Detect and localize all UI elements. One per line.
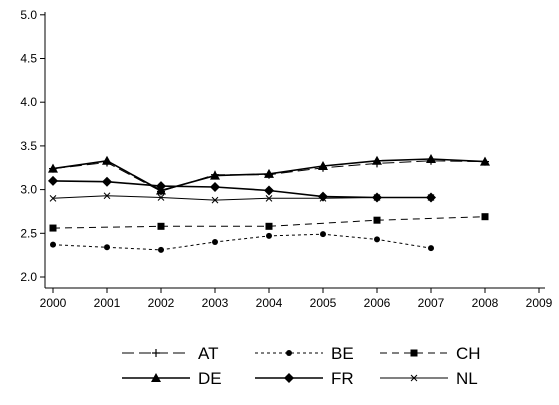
point-fr bbox=[210, 181, 220, 192]
point-be bbox=[320, 231, 326, 238]
point-ch bbox=[373, 216, 381, 224]
point-de bbox=[426, 154, 436, 164]
legend-item-be: BE bbox=[255, 344, 354, 363]
x-tick-label: 2005 bbox=[310, 296, 337, 310]
legend-label-at: AT bbox=[198, 344, 218, 363]
point-fr bbox=[102, 176, 112, 187]
y-tick-label: 5.0 bbox=[20, 8, 37, 22]
point-nl bbox=[373, 194, 381, 201]
point-de bbox=[318, 161, 328, 171]
point-nl bbox=[427, 194, 435, 201]
legend-label-fr: FR bbox=[331, 369, 354, 388]
series-layer bbox=[48, 154, 490, 253]
legend-marker-fr bbox=[284, 373, 294, 383]
point-de bbox=[210, 170, 220, 180]
y-tick-label: 3.5 bbox=[20, 139, 37, 153]
legend-marker-at bbox=[152, 349, 160, 357]
point-fr bbox=[264, 185, 274, 196]
point-fr bbox=[318, 191, 328, 202]
point-de bbox=[264, 168, 274, 178]
legend-marker-be bbox=[286, 350, 292, 356]
point-ch bbox=[49, 224, 57, 232]
point-be bbox=[158, 246, 164, 253]
point-de bbox=[48, 163, 58, 173]
legend-marker-nl bbox=[410, 374, 418, 382]
legend-marker-de bbox=[151, 373, 161, 382]
x-tick-label: 2000 bbox=[40, 296, 67, 310]
point-be bbox=[374, 236, 380, 243]
legend: AT BE CH DE FR NL bbox=[122, 344, 481, 388]
point-de bbox=[102, 155, 112, 165]
series-de bbox=[48, 154, 490, 195]
axes: 2.0 2.5 3.0 3.5 4.0 4.5 5.0 2000 2001 2002 2003 200… bbox=[20, 8, 552, 310]
series-line-nl bbox=[52, 195, 431, 201]
point-be bbox=[50, 241, 56, 248]
point-nl bbox=[211, 196, 219, 204]
y-tick-label: 3.0 bbox=[20, 183, 37, 197]
point-de bbox=[372, 155, 382, 165]
point-nl bbox=[157, 194, 165, 201]
point-nl bbox=[265, 194, 273, 202]
x-tick-label: 2006 bbox=[364, 296, 391, 310]
x-tick-label: 2004 bbox=[256, 296, 283, 310]
legend-marker-ch bbox=[410, 349, 418, 357]
legend-item-nl: NL bbox=[380, 369, 478, 388]
point-nl bbox=[319, 194, 327, 202]
legend-label-ch: CH bbox=[456, 344, 481, 363]
point-be bbox=[266, 232, 272, 239]
legend-item-fr: FR bbox=[255, 369, 354, 388]
series-be bbox=[50, 231, 434, 253]
point-de bbox=[480, 156, 490, 166]
point-ch bbox=[265, 222, 273, 230]
point-nl bbox=[103, 192, 111, 200]
legend-label-de: DE bbox=[198, 369, 222, 388]
y-tick-label: 4.5 bbox=[20, 52, 37, 66]
legend-item-de: DE bbox=[122, 369, 222, 388]
point-be bbox=[212, 239, 218, 246]
series-ch bbox=[49, 213, 489, 232]
point-fr bbox=[156, 181, 166, 192]
point-fr bbox=[48, 175, 58, 186]
point-nl bbox=[49, 194, 57, 202]
legend-item-ch: CH bbox=[380, 344, 481, 363]
x-tick-label: 2009 bbox=[526, 296, 553, 310]
y-tick-label: 2.0 bbox=[20, 270, 37, 284]
y-tick-label: 4.0 bbox=[20, 95, 37, 109]
y-tick-label: 2.5 bbox=[20, 226, 37, 240]
legend-label-nl: NL bbox=[456, 369, 478, 388]
point-ch bbox=[481, 213, 489, 221]
point-be bbox=[104, 244, 110, 251]
x-tick-label: 2007 bbox=[418, 296, 445, 310]
point-ch bbox=[157, 222, 165, 230]
x-tick-label: 2003 bbox=[202, 296, 229, 310]
series-nl bbox=[49, 192, 435, 204]
x-tick-label: 2008 bbox=[472, 296, 499, 310]
legend-label-be: BE bbox=[331, 344, 354, 363]
legend-item-at: AT bbox=[122, 344, 218, 363]
x-tick-label: 2001 bbox=[94, 296, 121, 310]
x-tick-label: 2002 bbox=[148, 296, 175, 310]
point-be bbox=[428, 245, 434, 252]
